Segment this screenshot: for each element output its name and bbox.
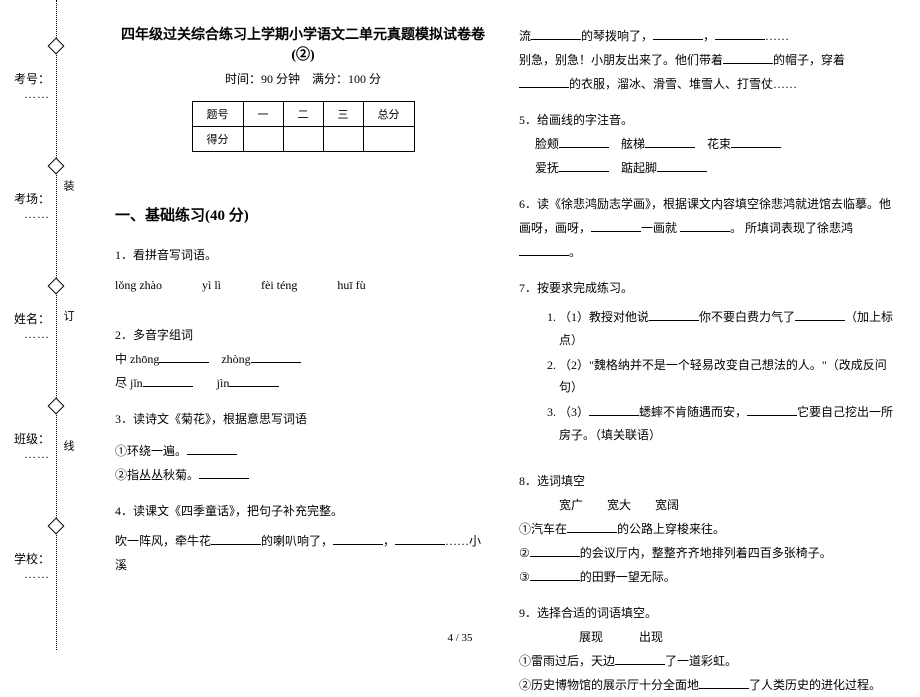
binding-label-school: 学校：…… xyxy=(10,550,50,582)
q-text: 8．选词填空 xyxy=(519,469,895,493)
q3-item: ①环绕一遍。 xyxy=(115,439,491,463)
question-4: 4．读课文《四季童话》，把句子补充完整。 吹一阵风，牵牛花的喇叭响了，，……小溪 xyxy=(115,499,491,577)
th: 总分 xyxy=(363,102,414,127)
td-blank xyxy=(363,127,414,152)
exam-subtitle: 时间：90 分钟 满分：100 分 xyxy=(115,70,491,87)
binding-strip: 考号：…… 考场：…… 姓名：…… 班级：…… 学校：…… 装 订 线 xyxy=(0,0,78,650)
seal-char: 订 xyxy=(60,310,76,327)
pinyin-row: lǒng zhào yì lì fèi téng huī fù xyxy=(115,273,491,297)
pinyin: fèi téng xyxy=(261,273,297,297)
q2-line: 中 zhōng zhòng xyxy=(115,347,491,371)
th: 二 xyxy=(283,102,323,127)
left-column: 四年级过关综合练习上学期小学语文二单元真题模拟试卷卷(②) 时间：90 分钟 满… xyxy=(115,24,491,640)
page-content: 四年级过关综合练习上学期小学语文二单元真题模拟试卷卷(②) 时间：90 分钟 满… xyxy=(85,0,905,650)
section-heading: 一、基础练习(40 分) xyxy=(115,204,491,225)
binding-diamond xyxy=(48,38,65,55)
pinyin: huī fù xyxy=(337,273,365,297)
q4-continued: 流的琴拨响了，，…… 别急，别急！小朋友出来了。他们带着的帽子，穿着的衣服，溜冰… xyxy=(519,24,895,96)
q-text: 3．读诗文《菊花》，根据意思写词语 xyxy=(115,407,491,431)
question-3: 3．读诗文《菊花》，根据意思写词语 ①环绕一遍。 ②指丛丛秋菊。 xyxy=(115,407,491,487)
binding-dotted-line xyxy=(56,0,57,650)
th: 一 xyxy=(243,102,283,127)
th: 题号 xyxy=(192,102,243,127)
q-text: 4．读课文《四季童话》，把句子补充完整。 xyxy=(115,499,491,523)
list-item: （1）教授对他说你不要白费力气了（加上标点） xyxy=(559,306,895,352)
q8-item: ②的会议厅内，整整齐齐地排列着四百多张椅子。 xyxy=(519,541,895,565)
q5-row: 爱抚 踮起脚 xyxy=(535,156,895,180)
binding-diamond xyxy=(48,398,65,415)
list-item: （3）蟋蟀不肯随遇而安，它要自己挖出一所房子。（填关联语） xyxy=(559,401,895,447)
label-text: 姓名： xyxy=(14,312,50,326)
td-blank xyxy=(323,127,363,152)
q-text: 9．选择合适的词语填空。 xyxy=(519,601,895,625)
binding-diamond xyxy=(48,278,65,295)
q8-opts: 宽广 宽大 宽阔 xyxy=(535,493,895,517)
label-text: 班级： xyxy=(14,432,50,446)
q4-para: 吹一阵风，牵牛花的喇叭响了，，……小溪 xyxy=(115,529,491,577)
question-1: 1．看拼音写词语。 lǒng zhào yì lì fèi téng huī f… xyxy=(115,243,491,311)
exam-title: 四年级过关综合练习上学期小学语文二单元真题模拟试卷卷(②) xyxy=(115,24,491,64)
question-5: 5．给画线的字注音。 脸颊 舷梯 花束 爱抚 踮起脚 xyxy=(519,108,895,180)
right-column: 流的琴拨响了，，…… 别急，别急！小朋友出来了。他们带着的帽子，穿着的衣服，溜冰… xyxy=(519,24,895,640)
q-text: 1．看拼音写词语。 xyxy=(115,243,491,267)
q5-row: 脸颊 舷梯 花束 xyxy=(535,132,895,156)
seal-char: 线 xyxy=(60,440,76,457)
td-label: 得分 xyxy=(192,127,243,152)
binding-label-examnum: 考号：…… xyxy=(10,70,50,102)
question-2: 2．多音字组词 中 zhōng zhòng 尽 jǐn jìn xyxy=(115,323,491,395)
q-text: 7．按要求完成练习。 xyxy=(519,276,895,300)
label-text: 学校： xyxy=(14,552,50,566)
label-text: 考号： xyxy=(14,72,50,86)
cont-line: 别急，别急！小朋友出来了。他们带着的帽子，穿着的衣服，溜冰、滑雪、堆雪人、打雪仗… xyxy=(519,48,895,96)
binding-diamond xyxy=(48,518,65,535)
binding-label-class: 班级：…… xyxy=(10,430,50,462)
list-item: （2）"魏格纳并不是一个轻易改变自己想法的人。"（改成反问句） xyxy=(559,354,895,400)
q-text: 5．给画线的字注音。 xyxy=(519,108,895,132)
td-blank xyxy=(283,127,323,152)
binding-label-name: 姓名：…… xyxy=(10,310,50,342)
page-footer: 4 / 35 xyxy=(0,632,920,644)
q3-item: ②指丛丛秋菊。 xyxy=(115,463,491,487)
q-text: 6．读《徐悲鸿励志学画》，根据课文内容填空徐悲鸿就进馆去临摹。他画呀，画呀，一画… xyxy=(519,192,895,264)
q2-line: 尽 jǐn jìn xyxy=(115,371,491,395)
binding-label-room: 考场：…… xyxy=(10,190,50,222)
q9-item: ①雷雨过后，天边了一道彩虹。 xyxy=(519,649,895,673)
question-9: 9．选择合适的词语填空。 展现 出现 ①雷雨过后，天边了一道彩虹。 ②历史博物馆… xyxy=(519,601,895,697)
pinyin: yì lì xyxy=(202,273,221,297)
label-text: 考场： xyxy=(14,192,50,206)
q8-item: ③的田野一望无际。 xyxy=(519,565,895,589)
cont-line: 流的琴拨响了，，…… xyxy=(519,24,895,48)
score-table: 题号 一 二 三 总分 得分 xyxy=(192,101,415,152)
th: 三 xyxy=(323,102,363,127)
table-row: 得分 xyxy=(192,127,414,152)
q7-list: （1）教授对他说你不要白费力气了（加上标点） （2）"魏格纳并不是一个轻易改变自… xyxy=(559,306,895,447)
q8-item: ①汽车在的公路上穿梭来往。 xyxy=(519,517,895,541)
table-row: 题号 一 二 三 总分 xyxy=(192,102,414,127)
question-8: 8．选词填空 宽广 宽大 宽阔 ①汽车在的公路上穿梭来往。 ②的会议厅内，整整齐… xyxy=(519,469,895,589)
pinyin: lǒng zhào xyxy=(115,273,162,297)
binding-diamond xyxy=(48,158,65,175)
seal-char: 装 xyxy=(60,180,76,197)
td-blank xyxy=(243,127,283,152)
question-6: 6．读《徐悲鸿励志学画》，根据课文内容填空徐悲鸿就进馆去临摹。他画呀，画呀，一画… xyxy=(519,192,895,264)
q-text: 2．多音字组词 xyxy=(115,323,491,347)
question-7: 7．按要求完成练习。 （1）教授对他说你不要白费力气了（加上标点） （2）"魏格… xyxy=(519,276,895,457)
q9-item: ②历史博物馆的展示厅十分全面地了人类历史的进化过程。 xyxy=(519,673,895,697)
